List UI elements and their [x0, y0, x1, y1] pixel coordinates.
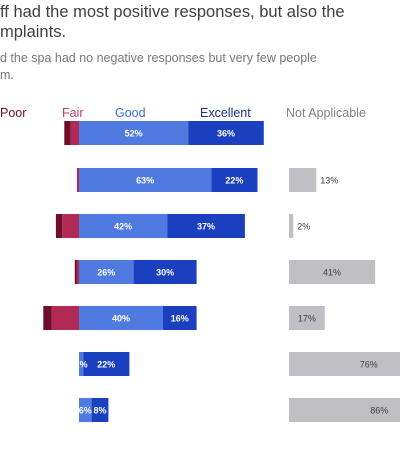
bar-good [79, 352, 84, 376]
chart-subtitle: d the spa had no negative responses but … [0, 51, 317, 82]
bar-fair [62, 214, 79, 238]
data-label-good: 26% [97, 268, 115, 278]
bar-excellent [167, 214, 245, 238]
data-label-excellent: 16% [171, 314, 189, 324]
bar-row: 6% 8% 86% [79, 398, 400, 422]
bar-poor [55, 214, 63, 238]
bar-row: 63% 22% 13% [76, 168, 338, 192]
bar-good [79, 260, 134, 284]
data-label-excellent: 36% [217, 129, 235, 139]
bar-excellent [188, 121, 264, 145]
bar-row: 42% 37% 2% [55, 214, 310, 238]
bar-row: 52% 36% [64, 121, 264, 145]
bar-not-applicable [289, 398, 400, 422]
bar-good [79, 121, 189, 145]
bar-poor [43, 306, 52, 330]
data-label-not-applicable: 86% [370, 406, 388, 416]
bar-fair [51, 306, 79, 330]
legend-entry-poor: Poor [0, 106, 26, 120]
bar-poor [74, 260, 77, 284]
legend: Poor Fair Good Excellent Not Applicable [0, 106, 366, 120]
data-label-excellent: 37% [197, 222, 215, 232]
legend-entry-not-applicable: Not Applicable [286, 106, 366, 120]
bar-excellent [163, 306, 197, 330]
bar-poor [64, 121, 71, 145]
bar-fair [70, 121, 79, 145]
data-label-not-applicable: 13% [320, 176, 338, 186]
data-label-not-applicable: 17% [298, 314, 316, 324]
bar-excellent [133, 260, 197, 284]
data-label-excellent: 22% [225, 176, 243, 186]
bar-not-applicable [289, 352, 400, 376]
bar-excellent [211, 168, 258, 192]
bar-not-applicable [289, 168, 317, 192]
bar-row: 40% 16% 17% [43, 306, 325, 330]
legend-entry-good: Good [115, 106, 146, 120]
data-label-good: 6% [79, 406, 92, 416]
data-label-good: 42% [114, 222, 132, 232]
bars: 52% 36% 63% 22% 13% 42% 37% 2% 26% 30% 41% 40% 16% 17… [43, 121, 400, 422]
data-label-good: 52% [125, 129, 143, 139]
bar-good [79, 214, 168, 238]
bar-fair [76, 260, 79, 284]
legend-entry-fair: Fair [62, 106, 84, 120]
data-label-excellent: 30% [156, 268, 174, 278]
data-label-good: 2% [75, 360, 88, 370]
data-label-good: 40% [112, 314, 130, 324]
data-label-good: 63% [136, 176, 154, 186]
bar-excellent [83, 352, 130, 376]
data-label-not-applicable: 2% [297, 222, 310, 232]
bar-good [79, 168, 212, 192]
bar-row: 26% 30% 41% [74, 260, 376, 284]
data-label-excellent: 8% [93, 406, 106, 416]
bar-row: 2% 22% 76% [75, 352, 400, 376]
bar-not-applicable [289, 260, 376, 284]
bar-good [79, 306, 163, 330]
legend-entry-excellent: Excellent [200, 106, 251, 120]
bar-not-applicable [289, 306, 325, 330]
bar-not-applicable [289, 214, 294, 238]
data-label-not-applicable: 76% [360, 360, 378, 370]
bar-excellent [91, 398, 109, 422]
bar-good [79, 398, 92, 422]
data-label-not-applicable: 41% [323, 268, 341, 278]
bar-fair [76, 168, 79, 192]
chart-title: ff had the most positive responses, but … [0, 3, 345, 41]
data-label-excellent: 22% [97, 360, 115, 370]
